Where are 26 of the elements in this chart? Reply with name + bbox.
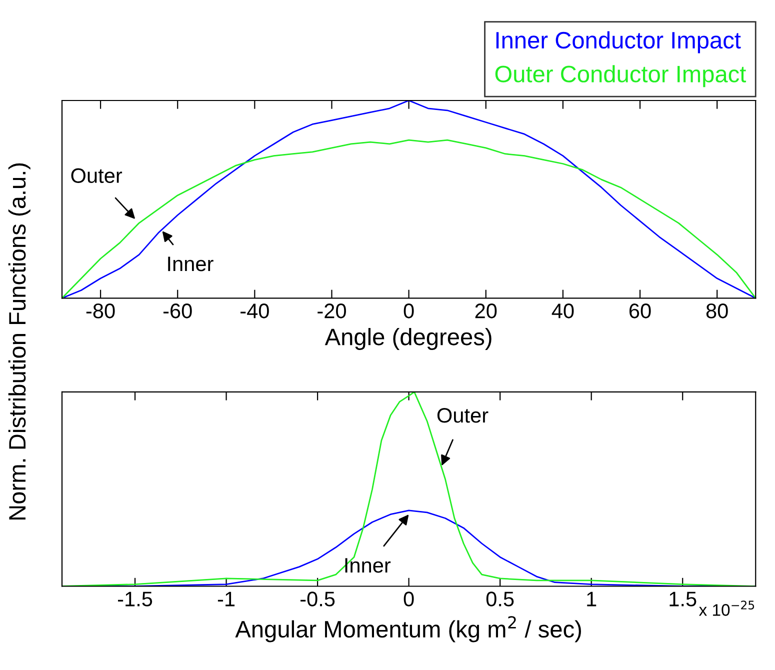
y-axis-title: Norm. Distribution Functions (a.u.) bbox=[8, 163, 30, 520]
x-tick-label: 1 bbox=[587, 592, 596, 606]
text: Inner Conductor Impact bbox=[496, 31, 741, 54]
text: x 10$^{−25}$ bbox=[698, 600, 754, 616]
text: Outer Conductor Impact bbox=[495, 65, 746, 88]
x-tick-label: 60 bbox=[629, 304, 651, 318]
annotation: Inner bbox=[345, 558, 391, 573]
x-tick-label: 80 bbox=[706, 304, 728, 318]
x-axis-title: Angle (degrees) bbox=[324, 328, 492, 350]
x-tick-label: 0.5 bbox=[486, 592, 514, 606]
x-tick-label: 1.5 bbox=[670, 592, 696, 606]
x-tick-label: -1 bbox=[218, 592, 235, 606]
x-tick-label: 0 bbox=[404, 592, 414, 606]
x-tick-label: -1.5 bbox=[118, 592, 152, 606]
x-tick-label: 0 bbox=[404, 304, 414, 318]
x-tick-label: 40 bbox=[552, 304, 574, 318]
x-tick-label: -20 bbox=[318, 304, 346, 318]
annotation: Inner bbox=[168, 256, 214, 272]
x-axis-title: Angular Momentum (kg m$^{2}$ / sec) bbox=[235, 616, 581, 642]
x-tick-label: -60 bbox=[163, 304, 192, 318]
x-tick-label: -80 bbox=[86, 304, 115, 318]
annotation: Outer bbox=[437, 408, 488, 423]
x-tick-label: -40 bbox=[240, 304, 269, 318]
annotation: Outer bbox=[71, 168, 122, 184]
x-tick-label: 20 bbox=[475, 304, 497, 318]
x-tick-label: -0.5 bbox=[300, 592, 335, 606]
